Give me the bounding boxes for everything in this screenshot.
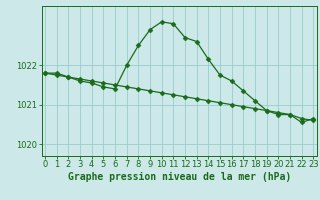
X-axis label: Graphe pression niveau de la mer (hPa): Graphe pression niveau de la mer (hPa) (68, 172, 291, 182)
